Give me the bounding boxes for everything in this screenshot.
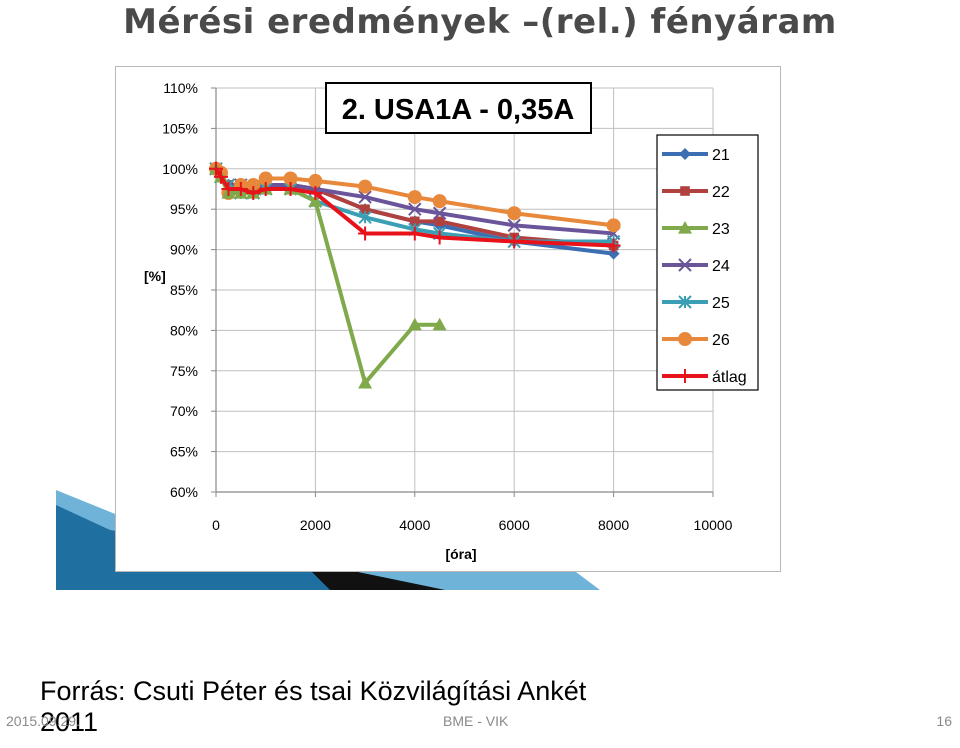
data-point-marker xyxy=(358,190,372,204)
series-átlag xyxy=(209,161,621,253)
y-tick-label: 65% xyxy=(170,444,198,460)
data-point-marker xyxy=(407,226,422,241)
line-chart: 60% 65% 70% 75% 80% 85% 90% 95% 100% 105% 110% 0 20… xyxy=(144,80,759,562)
footer-page-number: 16 xyxy=(936,713,952,729)
data-point-marker xyxy=(678,332,692,346)
data-point-marker xyxy=(358,179,373,194)
legend-entry: 22 xyxy=(662,184,730,201)
data-point-marker xyxy=(407,190,422,205)
data-point-marker xyxy=(209,161,223,176)
chart-title-box: 2. USA1A - 0,35A xyxy=(325,82,592,134)
data-point-marker xyxy=(678,258,692,272)
x-tick-labels: 0 2000 4000 6000 8000 10000 xyxy=(212,517,733,533)
data-point-marker xyxy=(358,210,372,224)
data-point-marker xyxy=(233,182,248,196)
legend-entry: 23 xyxy=(662,221,730,238)
data-point-marker xyxy=(678,295,692,309)
data-point-marker xyxy=(246,186,261,201)
legend-entry: 24 xyxy=(662,258,730,275)
data-point-marker xyxy=(410,216,420,227)
data-point-marker xyxy=(360,204,370,214)
grid-layer xyxy=(211,87,714,497)
legend-entry: 26 xyxy=(662,332,730,349)
data-point-marker xyxy=(308,173,323,188)
data-point-marker xyxy=(432,317,447,331)
data-point-marker xyxy=(606,218,621,233)
legend-label: 25 xyxy=(712,295,730,312)
legend-label: 23 xyxy=(712,221,730,238)
data-point-marker xyxy=(258,182,273,196)
x-axis-label: [óra] xyxy=(445,546,476,562)
data-point-marker xyxy=(246,177,261,192)
y-tick-label: 60% xyxy=(170,484,198,500)
data-point-marker xyxy=(507,206,522,221)
y-tick-labels: 60% 65% 70% 75% 80% 85% 90% 95% 100% 105% 110% xyxy=(162,80,198,500)
x-tick-label: 6000 xyxy=(499,517,530,533)
footer-center: BME - VIK xyxy=(443,713,509,729)
y-tick-label: 105% xyxy=(162,120,198,136)
x-tick-label: 4000 xyxy=(399,517,430,533)
source-citation: Forrás: Csuti Péter és tsai Közvilágítás… xyxy=(40,676,740,738)
legend-label: 22 xyxy=(712,184,730,201)
x-tick-label: 10000 xyxy=(694,517,733,533)
legend: 21 22 23 24 25 26 átlag xyxy=(656,134,759,391)
legend-label: 26 xyxy=(712,332,730,349)
y-tick-label: 90% xyxy=(170,242,198,258)
legend-label: átlag xyxy=(712,369,747,386)
data-point-marker xyxy=(283,182,298,196)
y-tick-label: 95% xyxy=(170,201,198,217)
data-point-marker xyxy=(507,218,521,233)
legend-label: 21 xyxy=(712,147,730,164)
data-point-marker xyxy=(432,194,447,209)
chart-frame: 60% 65% 70% 75% 80% 85% 90% 95% 100% 105% 110% 0 20… xyxy=(115,66,781,572)
y-tick-label: 80% xyxy=(170,322,198,338)
data-point-marker xyxy=(432,230,447,245)
data-point-marker xyxy=(434,216,445,227)
data-point-marker xyxy=(258,171,273,186)
data-point-marker xyxy=(408,202,422,216)
x-tick-label: 0 xyxy=(212,517,220,533)
data-point-marker xyxy=(358,226,373,241)
y-tick-label: 70% xyxy=(170,403,198,419)
legend-entry: 25 xyxy=(662,295,730,312)
source-line-2: 2011 xyxy=(40,707,99,737)
data-point-marker xyxy=(606,238,621,253)
legend-frame xyxy=(656,134,759,391)
source-line-1: Forrás: Csuti Péter és tsai Közvilágítás… xyxy=(40,676,587,706)
x-tick-label: 8000 xyxy=(598,517,629,533)
footer-date: 2015.09.29. xyxy=(6,713,80,729)
data-point-marker xyxy=(283,171,298,186)
data-point-marker xyxy=(607,247,620,260)
chart-title-frame xyxy=(325,82,592,134)
data-point-marker xyxy=(221,182,236,196)
chart-title: 2. USA1A - 0,35A xyxy=(342,94,575,126)
y-axis-label: [%] xyxy=(144,268,166,284)
data-point-marker xyxy=(678,221,692,234)
slide-title: Mérési eredmények –(rel.) fényáram xyxy=(123,2,837,42)
data-point-marker xyxy=(680,186,690,196)
data-point-marker xyxy=(213,169,228,184)
legend-entry: átlag xyxy=(662,369,747,386)
data-point-marker xyxy=(308,186,323,201)
series-layer xyxy=(209,161,621,389)
data-point-marker xyxy=(679,148,691,160)
legend-label: 24 xyxy=(712,258,730,275)
y-tick-label: 100% xyxy=(162,161,198,177)
y-tick-label: 110% xyxy=(163,80,198,96)
y-tick-label: 85% xyxy=(170,282,198,298)
data-point-marker xyxy=(358,375,373,389)
data-point-marker xyxy=(507,234,522,249)
data-point-marker xyxy=(432,206,447,220)
x-tick-label: 2000 xyxy=(300,517,331,533)
y-tick-label: 75% xyxy=(170,363,198,379)
legend-entry: 21 xyxy=(662,147,730,164)
data-point-marker xyxy=(308,194,323,207)
data-point-marker xyxy=(407,317,422,331)
data-point-marker xyxy=(678,369,692,383)
